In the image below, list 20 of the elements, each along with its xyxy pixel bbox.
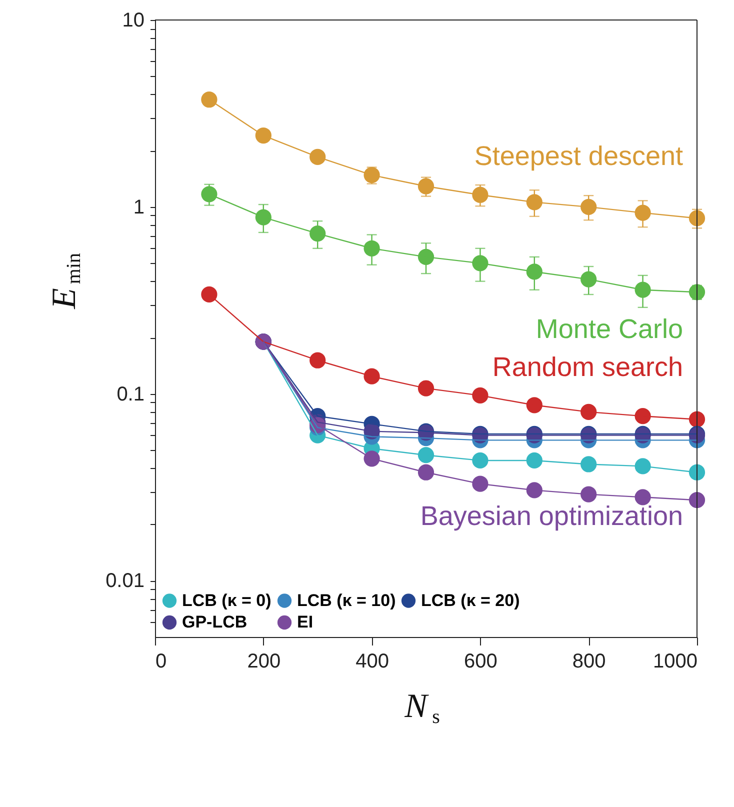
annotation: Monte Carlo <box>536 314 683 344</box>
legend-label: LCB (κ = 20) <box>421 590 520 610</box>
legend-label: LCB (κ = 0) <box>182 590 272 610</box>
x-tick-label: 200 <box>247 650 281 672</box>
legend-label: GP-LCB <box>182 612 248 632</box>
annotation: Bayesian optimization <box>420 501 683 531</box>
annotation: Steepest descent <box>474 141 684 171</box>
x-tick-label: 600 <box>464 650 498 672</box>
y-tick-label: 1 <box>133 196 144 218</box>
x-tick-label: 1000 <box>653 650 698 672</box>
annotation: Random search <box>492 352 683 382</box>
x-tick-label: 0 <box>156 650 167 672</box>
y-tick-label: 0.1 <box>116 383 144 406</box>
legend-label: LCB (κ = 10) <box>297 590 396 610</box>
x-tick-label: 400 <box>356 650 389 672</box>
y-tick-label: 0.01 <box>106 570 144 592</box>
x-tick-label: 800 <box>572 650 606 672</box>
legend-label: EI <box>297 612 314 632</box>
y-tick-label: 10 <box>122 10 144 32</box>
y-axis-title: Emin <box>46 252 85 310</box>
